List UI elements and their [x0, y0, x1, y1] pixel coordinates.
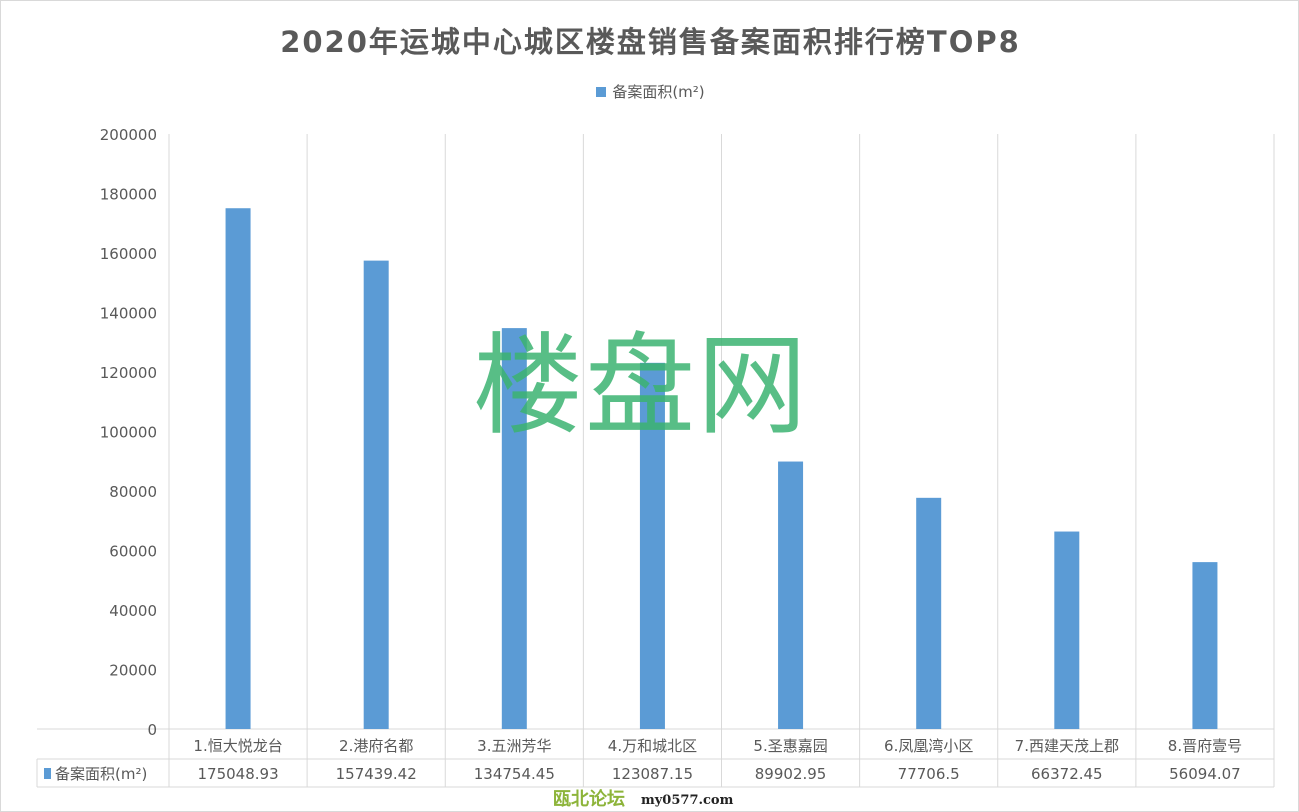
y-tick-label: 140000 — [100, 305, 157, 323]
y-tick-label: 160000 — [100, 245, 157, 263]
x-tick-label: 1.恒大悦龙台 — [193, 737, 282, 755]
table-value: 157439.42 — [336, 765, 417, 783]
y-tick-label: 20000 — [109, 662, 157, 680]
chart-title: 2020年运城中心城区楼盘销售备案面积排行榜TOP8 — [280, 25, 1021, 59]
table-value: 66372.45 — [1031, 765, 1103, 783]
y-tick-label: 180000 — [100, 186, 157, 204]
x-tick-label: 3.五洲芳华 — [477, 737, 551, 755]
y-tick-label: 200000 — [100, 126, 157, 144]
bar — [778, 461, 804, 729]
legend-label: 备案面积(m²) — [612, 83, 705, 101]
table-legend-swatch — [44, 768, 51, 779]
y-tick-label: 80000 — [109, 483, 157, 501]
table-value: 134754.45 — [474, 765, 555, 783]
x-tick-label: 4.万和城北区 — [608, 737, 697, 755]
table-value: 77706.5 — [898, 765, 960, 783]
y-tick-label: 100000 — [100, 424, 157, 442]
bar — [1054, 531, 1080, 729]
bar — [225, 208, 251, 729]
table-value: 175048.93 — [198, 765, 279, 783]
x-tick-label: 8.晋府壹号 — [1168, 737, 1242, 755]
legend: 备案面积(m²) — [1, 81, 1298, 102]
y-tick-label: 60000 — [109, 543, 157, 561]
table-series-label: 备案面积(m²) — [55, 765, 147, 783]
y-tick-label: 120000 — [100, 364, 157, 382]
x-tick-label: 7.西建天茂上郡 — [1015, 737, 1119, 755]
x-tick-label: 2.港府名都 — [339, 737, 413, 755]
watermark-site: my0577.com — [641, 793, 734, 808]
y-tick-label: 0 — [147, 721, 157, 739]
x-tick-label: 6.凤凰湾小区 — [884, 737, 973, 755]
bar — [501, 328, 527, 729]
bar — [1192, 562, 1218, 729]
table-value: 123087.15 — [612, 765, 693, 783]
x-tick-label: 5.圣惠嘉园 — [753, 737, 827, 755]
watermark-forum: 瓯北论坛 — [553, 789, 625, 810]
legend-swatch — [596, 87, 607, 97]
bar — [363, 260, 389, 729]
y-tick-label: 40000 — [109, 602, 157, 620]
table-value: 56094.07 — [1169, 765, 1241, 783]
bar — [639, 362, 665, 729]
watermark-loupan: 楼盘网 — [473, 322, 809, 450]
bar — [916, 497, 942, 729]
table-value: 89902.95 — [755, 765, 827, 783]
